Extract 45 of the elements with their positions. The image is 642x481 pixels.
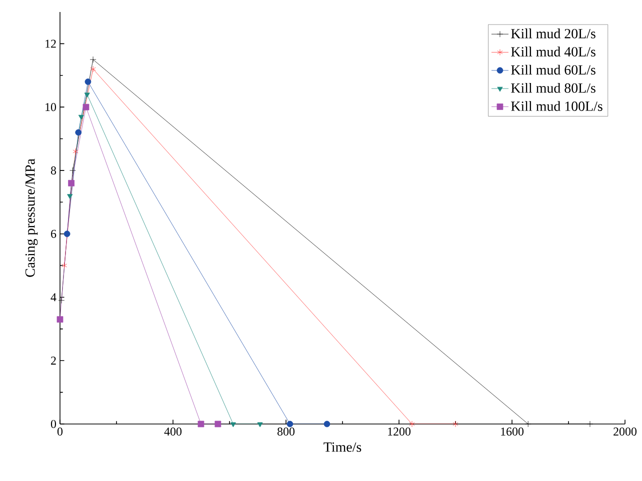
y-tick-label: 12 [46,40,56,48]
point [82,104,90,110]
point [324,420,330,428]
point [214,420,222,428]
legend-label: Kill mud 80L/s [511,82,596,93]
point [230,422,236,428]
point [67,194,73,199]
point [452,420,458,428]
x-tick-label: 800 [277,428,295,436]
point [78,114,84,120]
point [70,167,76,174]
point [409,420,415,428]
point [257,422,263,428]
legend-label: Kill mud 100L/s [511,101,602,111]
point [286,420,294,428]
y-tick-label: 4 [50,293,56,302]
point [524,420,532,428]
y-axis-title: Casing pressure/MPa [25,158,38,277]
y-tick-label: 2 [51,356,56,365]
x-tick-label: 1200 [388,428,410,436]
x-tick-label: 400 [164,428,182,436]
point [84,92,90,98]
point [68,180,74,186]
legend-label: Kill mud 60L/s [511,64,596,75]
point [90,66,96,72]
point [56,316,64,323]
point [90,56,96,63]
x-tick-label: 1600 [501,428,524,436]
point [64,230,70,238]
x-tick-label: 2000 [614,428,636,436]
x-tick-label: 0 [57,428,63,436]
y-tick-label: 6 [51,230,56,238]
point [75,129,82,136]
point [72,148,78,155]
y-tick-label: 0 [50,420,56,428]
legend-label: Kill mud 20L/s [511,28,596,38]
x-axis-title: Time/s [324,442,362,452]
y-tick-label: 10 [46,103,56,112]
legend-label: Kill mud 40L/s [511,46,596,57]
point [61,262,68,269]
point [84,78,92,85]
point [198,420,204,428]
point [58,297,65,304]
point [586,420,594,428]
y-tick-label: 8 [50,166,56,174]
